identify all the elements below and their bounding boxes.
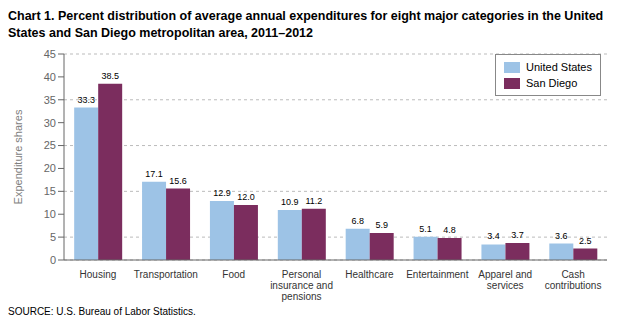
svg-text:12.0: 12.0 bbox=[237, 192, 255, 202]
svg-text:Apparel andservices: Apparel andservices bbox=[478, 269, 532, 291]
svg-text:25: 25 bbox=[44, 139, 56, 151]
svg-text:10.9: 10.9 bbox=[281, 197, 299, 207]
svg-text:0: 0 bbox=[50, 254, 56, 266]
svg-text:15: 15 bbox=[44, 185, 56, 197]
html-text:States and San Diego metropoli: States and San Diego metropolitan area, … bbox=[8, 26, 313, 40]
svg-text:Healthcare: Healthcare bbox=[345, 269, 394, 280]
svg-text:5.1: 5.1 bbox=[419, 224, 432, 234]
svg-text:Personalinsurance andpensions: Personalinsurance andpensions bbox=[270, 269, 333, 302]
svg-text:5.9: 5.9 bbox=[375, 220, 388, 230]
svg-text:4.8: 4.8 bbox=[443, 225, 456, 235]
svg-text:35: 35 bbox=[44, 94, 56, 106]
html-text:San Diego: San Diego bbox=[526, 77, 578, 89]
html-text:Chart 1. Percent distribution: Chart 1. Percent distribution of average… bbox=[8, 9, 604, 23]
svg-text:30: 30 bbox=[44, 117, 56, 129]
svg-text:40: 40 bbox=[44, 71, 56, 83]
svg-text:5: 5 bbox=[50, 231, 56, 243]
svg-text:11.2: 11.2 bbox=[305, 196, 322, 206]
svg-text:17.1: 17.1 bbox=[145, 169, 163, 179]
svg-text:Transportation: Transportation bbox=[134, 269, 198, 280]
svg-text:45: 45 bbox=[44, 48, 56, 60]
html-text:SOURCE: U.S. Bureau of Labor S: SOURCE: U.S. Bureau of Labor Statistics. bbox=[8, 306, 196, 317]
svg-text:3.6: 3.6 bbox=[555, 231, 568, 241]
svg-text:10: 10 bbox=[44, 208, 56, 220]
svg-text:3.4: 3.4 bbox=[487, 231, 500, 241]
svg-text:Food: Food bbox=[222, 269, 245, 280]
svg-text:Expenditure shares: Expenditure shares bbox=[12, 109, 24, 204]
svg-text:3.7: 3.7 bbox=[511, 230, 524, 240]
svg-text:38.5: 38.5 bbox=[101, 71, 119, 81]
svg-text:33.3: 33.3 bbox=[77, 95, 95, 105]
svg-text:Entertainment: Entertainment bbox=[406, 269, 468, 280]
html-text:United States: United States bbox=[526, 61, 592, 73]
svg-text:6.8: 6.8 bbox=[351, 216, 364, 226]
svg-text:Housing: Housing bbox=[80, 269, 117, 280]
svg-text:12.9: 12.9 bbox=[213, 188, 231, 198]
svg-text:20: 20 bbox=[44, 162, 56, 174]
svg-text:15.6: 15.6 bbox=[169, 176, 187, 186]
svg-text:Cashcontributions: Cashcontributions bbox=[545, 269, 602, 291]
svg-text:2.5: 2.5 bbox=[579, 236, 592, 246]
